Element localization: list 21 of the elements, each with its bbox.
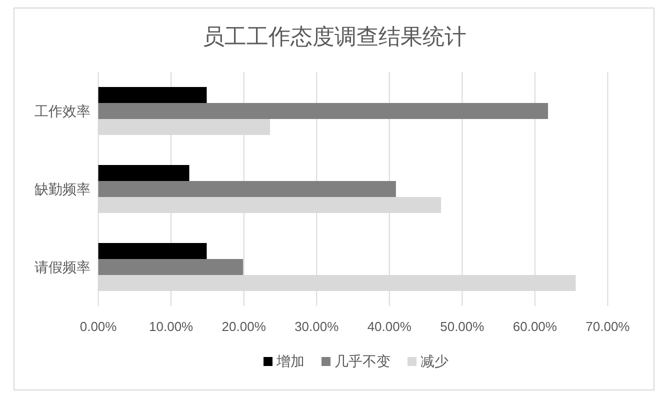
y-tick-label: 缺勤频率 [34, 181, 90, 197]
bar [98, 243, 207, 259]
x-tick-label: 50.00% [440, 319, 485, 334]
bar [98, 87, 207, 103]
bar [98, 259, 244, 275]
chart-title: 员工工作态度调查结果统计 [202, 24, 466, 49]
legend-label: 减少 [420, 353, 448, 369]
legend-label: 增加 [276, 353, 304, 369]
bar [98, 165, 190, 181]
x-tick-label: 20.00% [222, 319, 266, 334]
x-tick-label: 30.00% [294, 319, 340, 334]
x-tick-label: 70.00% [586, 319, 630, 334]
y-tick-label: 工作效率 [34, 103, 90, 119]
y-tick-label: 请假频率 [34, 259, 90, 275]
bar [98, 103, 548, 119]
bar [98, 181, 396, 197]
x-tick-label: 10.00% [149, 319, 194, 334]
x-tick-label: 0.00% [80, 319, 118, 334]
legend-label: 几乎不变 [334, 353, 390, 369]
x-tick-label: 60.00% [512, 319, 558, 334]
x-tick-label: 40.00% [367, 319, 412, 334]
